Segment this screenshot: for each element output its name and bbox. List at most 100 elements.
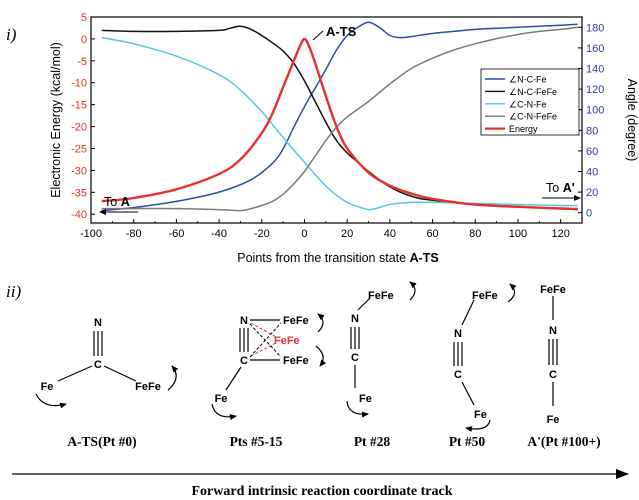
y-left-tick-label: -10	[71, 78, 87, 90]
rotation-arrow-icon	[409, 281, 417, 301]
atom-n: N	[549, 325, 557, 337]
x-tick-label: -40	[211, 228, 227, 240]
legend-label: ∠N-C-FeFe	[509, 87, 557, 97]
atom-fefe-bot: FeFe	[283, 355, 309, 367]
series-line-energy	[101, 37, 578, 211]
y-axis-left-title: Electronic Energy (kcal/mol)	[49, 42, 63, 198]
caption-pt28: Pt #28	[354, 434, 391, 449]
plot-frame	[90, 16, 583, 224]
x-tick-label: 60	[426, 228, 438, 240]
y-right-tick-label: 80	[586, 125, 598, 137]
y-right-tick-label: 180	[586, 22, 604, 34]
x-tick-label: -60	[168, 228, 184, 240]
rotation-arrow-icon	[465, 419, 491, 433]
x-tick-label: 80	[469, 228, 481, 240]
atom-fe: Fe	[547, 414, 560, 426]
axes: -100 -80 -60 -40 -20 0 20 40 60 80 100 120 5 0 -5 -10 -1…	[71, 12, 604, 240]
rotation-arrow-icon	[317, 313, 325, 333]
y-right-tick-label: 40	[586, 167, 598, 179]
x-axis-title: Points from the transition state A-TS	[237, 251, 438, 265]
x-tick-label: -100	[80, 228, 102, 240]
legend-label: ∠N-C-Fe	[509, 75, 547, 85]
atom-fe: Fe	[359, 393, 372, 405]
legend-label: Energy	[509, 124, 538, 134]
y-left-tick-label: -5	[77, 56, 87, 68]
atom-n: N	[351, 313, 359, 325]
peak-pointer-line	[312, 30, 324, 41]
caption-pt50: Pt #50	[449, 434, 486, 449]
atom-c: C	[94, 359, 102, 371]
atom-c: C	[454, 369, 462, 381]
y-right-tick-label: 140	[586, 64, 604, 76]
y-right-tick-label: 160	[586, 43, 604, 55]
rotation-arrow-icon	[35, 393, 67, 409]
x-tick-label: 120	[551, 228, 569, 240]
y-left-tick-label: -30	[71, 165, 87, 177]
legend-label: ∠C-N-Fe	[509, 99, 547, 109]
x-axis-title-bold: A-TS	[410, 251, 439, 265]
atom-fefe: FeFe	[472, 290, 498, 302]
atom-n: N	[94, 317, 102, 329]
x-tick-label: -20	[254, 228, 270, 240]
rotation-arrow-icon	[346, 400, 369, 418]
schematic: N C Fe FeFe N C FeFe FeFe	[12, 281, 629, 499]
y-left-tick-label: -40	[71, 209, 87, 221]
series-line-c-n-fefe	[101, 26, 578, 212]
to-a-label: To A	[104, 195, 130, 209]
y-right-tick-label: 0	[586, 208, 592, 220]
series-lines	[101, 21, 578, 212]
to-aprime-label: To A'	[546, 181, 575, 195]
y-left-tick-label: -35	[71, 187, 87, 199]
panel-label-i: i)	[6, 25, 17, 44]
y-axis-right-title: Angle (degree)	[625, 79, 639, 162]
y-right-tick-label: 60	[586, 146, 598, 158]
atom-n: N	[240, 315, 248, 327]
atom-fefe-top: FeFe	[283, 315, 309, 327]
legend-label: ∠C-N-FeFe	[509, 112, 557, 122]
atom-fefe: FeFe	[135, 381, 161, 393]
rotation-arrow-icon	[315, 345, 327, 367]
y-right-tick-label: 120	[586, 84, 604, 96]
structure-aprime: FeFe N C Fe	[540, 284, 566, 426]
legend-box	[480, 68, 580, 136]
legend: ∠N-C-Fe ∠N-C-FeFe ∠C-N-Fe ∠C-N-FeFe Energy	[480, 68, 580, 136]
structure-ats: N C Fe FeFe	[35, 317, 179, 409]
atom-fe: Fe	[215, 393, 228, 405]
y-left-tick-label: -25	[71, 143, 87, 155]
caption-ats: A-TS(Pt #0)	[67, 434, 136, 449]
atom-fe: Fe	[41, 381, 54, 393]
y-right-tick-label: 20	[586, 187, 598, 199]
structure-pt28: FeFe N C Fe	[346, 281, 417, 418]
atom-fefe: FeFe	[540, 284, 566, 296]
caption-aprime: A'(Pt #100+)	[527, 434, 600, 449]
legend-items: ∠N-C-Fe ∠N-C-FeFe ∠C-N-Fe ∠C-N-FeFe Energy	[485, 75, 557, 134]
y-right-tick-label: 100	[586, 105, 604, 117]
rotation-arrow-icon	[211, 403, 237, 421]
atom-fe: Fe	[474, 409, 487, 421]
chart: -100 -80 -60 -40 -20 0 20 40 60 80 100 120 5 0 -5 -10 -1…	[49, 12, 639, 265]
atom-c: C	[240, 355, 248, 367]
series-line-n-c-fe	[101, 21, 578, 212]
y-left-tick-label: 0	[81, 34, 87, 46]
atom-c: C	[549, 369, 557, 381]
atom-c: C	[351, 352, 359, 364]
track-label: Forward intrinsic reaction coordinate tr…	[191, 484, 452, 499]
series-line-n-c-fefe	[101, 25, 578, 211]
y-left-tick-label: -15	[71, 100, 87, 112]
atom-fefe-mid: FeFe	[274, 335, 300, 347]
structure-pts5-15: N C FeFe FeFe FeFe Fe	[211, 313, 327, 421]
x-tick-label: 20	[341, 228, 353, 240]
atom-fefe: FeFe	[368, 290, 394, 302]
x-tick-label: 40	[384, 228, 396, 240]
caption-pts5-15: Pts #5-15	[230, 434, 283, 449]
x-tick-label: 0	[301, 228, 307, 240]
panel-label-ii: ii)	[6, 282, 21, 301]
atom-n: N	[454, 328, 462, 340]
x-tick-label: -80	[126, 228, 142, 240]
y-left-tick-label: -20	[71, 122, 87, 134]
rotation-arrow-icon	[507, 283, 517, 303]
y-left-tick-label: 5	[81, 12, 87, 24]
structure-pt50: FeFe N C Fe	[453, 283, 517, 433]
rotation-arrow-icon	[167, 365, 179, 391]
